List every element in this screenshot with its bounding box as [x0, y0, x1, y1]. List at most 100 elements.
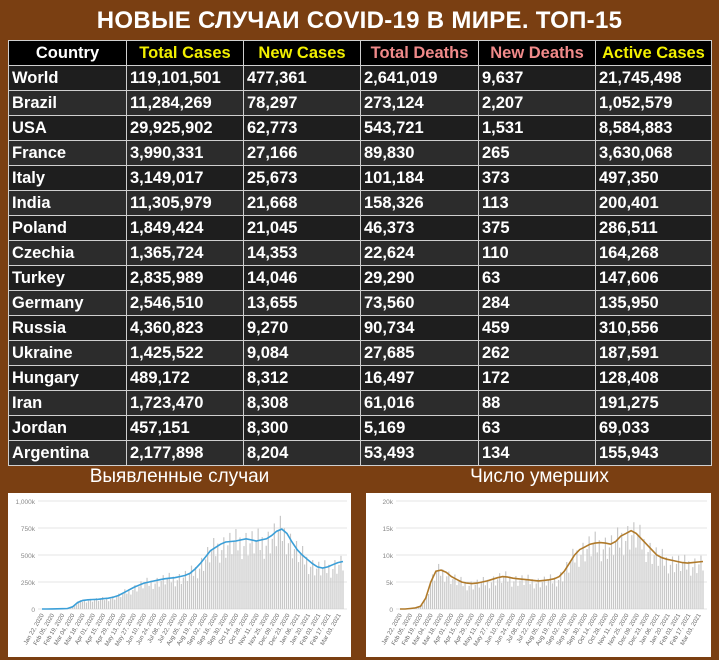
- bar: [69, 607, 71, 609]
- bar: [75, 604, 77, 609]
- bar: [257, 528, 259, 609]
- value-cell: 46,373: [360, 215, 479, 241]
- bar: [454, 574, 456, 609]
- cases-chart-title: Выявленные случаи: [89, 466, 270, 487]
- table-row: France 3,990,331 27,166 89,830 265 3,630,068: [8, 140, 712, 166]
- bar: [299, 553, 302, 609]
- value-cell: 2,207: [478, 90, 596, 116]
- table-row: Hungary 489,172 8,312 16,497 172 128,408: [8, 365, 712, 391]
- bar: [227, 545, 229, 609]
- country-cell: Brazil: [8, 90, 127, 116]
- bar: [120, 597, 122, 609]
- bar: [470, 581, 472, 609]
- value-cell: 8,308: [243, 390, 361, 416]
- bar: [653, 555, 655, 609]
- value-cell: 2,641,019: [360, 65, 479, 91]
- y-tick-label: 20k: [383, 499, 394, 506]
- value-cell: 284: [478, 290, 596, 316]
- bar: [146, 577, 148, 609]
- bar: [166, 578, 168, 609]
- bar: [198, 568, 201, 609]
- bar: [464, 581, 466, 609]
- header-total-cases: Total Cases: [126, 40, 244, 66]
- bar: [255, 541, 257, 609]
- bar: [164, 584, 166, 609]
- country-cell: Ukraine: [8, 340, 127, 366]
- bar: [574, 562, 576, 609]
- value-cell: 11,305,979: [126, 190, 244, 216]
- bar: [588, 536, 590, 609]
- value-cell: 25,673: [243, 165, 361, 191]
- table-row: Iran 1,723,470 8,308 61,016 88 191,275: [8, 390, 712, 416]
- header-total-deaths: Total Deaths: [360, 40, 479, 66]
- bar: [314, 575, 316, 609]
- value-cell: 172: [478, 365, 596, 391]
- bar: [289, 533, 292, 609]
- value-cell: 3,630,068: [595, 140, 712, 166]
- country-cell: USA: [8, 115, 127, 141]
- bar: [663, 565, 665, 609]
- bar: [637, 535, 639, 609]
- bar: [525, 579, 527, 609]
- bar: [77, 602, 79, 609]
- bar: [243, 546, 245, 609]
- value-cell: 27,166: [243, 140, 361, 166]
- bar: [433, 580, 436, 609]
- value-cell: 8,300: [243, 415, 361, 441]
- bar: [547, 580, 550, 609]
- bar: [614, 542, 617, 609]
- trend-line: [42, 528, 344, 610]
- bar: [562, 581, 564, 609]
- bar: [580, 554, 582, 609]
- bar: [592, 544, 594, 609]
- bar: [338, 564, 340, 609]
- bar: [462, 586, 464, 609]
- bar: [267, 531, 269, 609]
- bar: [170, 582, 172, 609]
- bar: [442, 569, 444, 609]
- value-cell: 8,204: [243, 440, 361, 466]
- value-cell: 477,361: [243, 65, 361, 91]
- bar: [682, 562, 684, 609]
- bar: [79, 600, 81, 609]
- bar: [251, 531, 253, 609]
- bar: [196, 578, 199, 609]
- bar: [126, 593, 128, 609]
- bar: [265, 545, 267, 609]
- value-cell: 191,275: [595, 390, 712, 416]
- y-tick-label: 0: [389, 607, 393, 614]
- bar: [484, 585, 487, 609]
- bar: [596, 552, 598, 609]
- bar: [458, 580, 460, 609]
- bar: [304, 564, 306, 609]
- bar: [505, 571, 507, 609]
- y-tick-label: 15k: [383, 526, 394, 533]
- bar: [576, 550, 578, 609]
- bar: [696, 573, 698, 609]
- bar: [108, 601, 110, 609]
- bar: [499, 573, 501, 609]
- value-cell: 489,172: [126, 365, 244, 391]
- bar: [627, 526, 629, 609]
- bar: [635, 547, 637, 609]
- bar: [269, 553, 271, 609]
- bar: [203, 570, 205, 609]
- bar: [468, 585, 470, 609]
- table-row: Argentina 2,177,898 8,204 53,493 134 155,943: [8, 440, 712, 466]
- bar: [136, 591, 138, 609]
- bar: [456, 585, 458, 609]
- value-cell: 22,624: [360, 240, 479, 266]
- bar: [553, 577, 556, 609]
- bar: [450, 583, 452, 609]
- bar: [572, 548, 574, 609]
- trend-line: [400, 529, 704, 610]
- table-row: India 11,305,979 21,668 158,326 113 200,401: [8, 190, 712, 216]
- value-cell: 21,745,498: [595, 65, 712, 91]
- bar: [509, 576, 511, 609]
- bar: [93, 599, 96, 609]
- bar: [566, 562, 568, 609]
- bar: [436, 571, 438, 609]
- value-cell: 9,084: [243, 340, 361, 366]
- bar: [466, 590, 468, 609]
- bar: [322, 568, 324, 609]
